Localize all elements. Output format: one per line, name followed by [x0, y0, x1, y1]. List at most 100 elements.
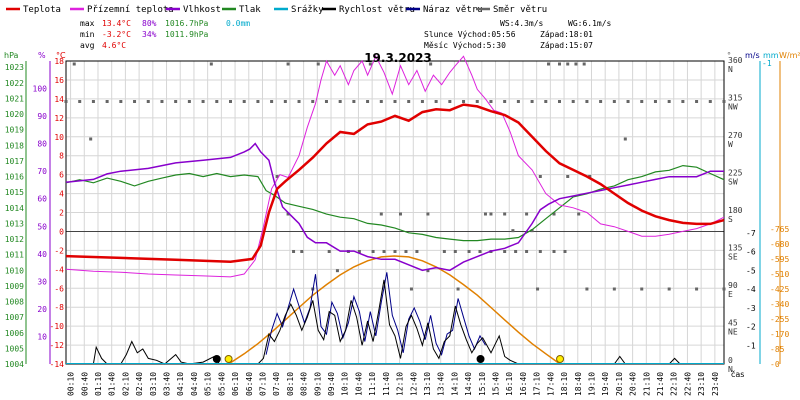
legend-label-prizemni_teplota: Přízemní teplota	[87, 5, 174, 15]
moon-marker	[212, 355, 221, 363]
direction-tick-label: N	[728, 365, 733, 374]
pressure-tick-label: 1013	[5, 219, 24, 228]
stats-block: max 13.4°C 80% 1016.7hPa 0.0mm min -3.2°…	[80, 19, 250, 50]
wind-speed-tick-label: -3	[746, 304, 756, 313]
time-tick-label: 01:40	[108, 372, 117, 396]
wind-direction-point	[415, 250, 419, 253]
time-tick-label: 08:40	[300, 372, 309, 396]
wind-direction-point	[72, 62, 76, 66]
axis-title-mm: mm	[763, 51, 779, 60]
wind-direction-point	[623, 137, 627, 141]
solar-tick-label: -255	[770, 315, 789, 324]
pressure-tick-label: 1022	[5, 79, 24, 88]
direction-tick-label: 0	[728, 356, 733, 365]
stat-max-temp: 13.4°C	[102, 19, 131, 28]
wind-direction-point	[201, 100, 205, 103]
temperature-tick-label: -12	[50, 341, 65, 350]
wind-direction-point	[382, 250, 386, 253]
sun-marker	[556, 355, 565, 363]
direction-tick-label: 180	[728, 206, 743, 215]
stat-min-hum: 34%	[142, 30, 157, 39]
direction-tick-label: SE	[728, 253, 738, 262]
pressure-tick-label: 1023	[5, 63, 24, 72]
time-tick-label: 10:40	[354, 372, 363, 396]
temperature-tick-label: 2	[59, 209, 64, 218]
time-tick-label: 19:10	[587, 372, 596, 396]
solar-tick-label: -170	[770, 330, 789, 339]
wind-direction-point	[371, 250, 375, 253]
wind-direction-point	[160, 100, 164, 103]
stat-avg-temp: 4.6°C	[102, 41, 126, 50]
humidity-tick-label: 10	[37, 332, 47, 341]
wind-direction-point	[105, 100, 109, 103]
solar-radiation-series	[228, 255, 561, 365]
wind-direction-point	[379, 100, 383, 103]
wind-direction-point	[275, 175, 279, 178]
time-tick-label: 01:10	[94, 372, 103, 396]
sun-moon-markers	[212, 355, 565, 363]
time-tick-label: 00:40	[80, 372, 89, 396]
time-tick-label: 06:40	[245, 372, 254, 396]
axis-title-ms: m/s	[745, 51, 760, 60]
wind-direction-point	[133, 100, 137, 103]
time-tick-label: 04:10	[176, 372, 185, 396]
wind-direction-point	[404, 250, 408, 253]
wind-direction-point	[514, 250, 518, 253]
stat-max-label: max	[80, 19, 95, 28]
time-tick-label: 06:10	[231, 372, 240, 396]
wind-direction-point	[538, 250, 542, 253]
wind-direction-point	[695, 100, 699, 103]
wind-direction-point	[352, 100, 356, 103]
direction-tick-label: 315	[728, 94, 743, 103]
wind-direction-point	[335, 269, 339, 273]
time-tick-label: 19:40	[601, 372, 610, 396]
pressure-tick-label: 1005	[5, 344, 24, 353]
wind-direction-point	[489, 212, 493, 216]
time-tick-label: 18:10	[560, 372, 569, 396]
axis-titles: hPa % °C ° m/s mm W/m² čas	[4, 51, 800, 379]
wind-direction-point	[558, 100, 561, 103]
wind-direction-point	[91, 100, 95, 103]
humidity-tick-label: 70	[37, 167, 47, 176]
pressure-tick-label: 1018	[5, 141, 24, 150]
wind-direction-point	[420, 100, 424, 103]
wind-direction-point	[442, 250, 446, 253]
wind-direction-point	[695, 287, 699, 291]
wind-direction-point	[407, 100, 411, 103]
direction-tick-label: E	[728, 290, 733, 299]
temperature-tick-label: -6	[54, 284, 64, 293]
wind-direction-point	[215, 100, 219, 103]
wind-direction-point	[311, 100, 315, 103]
sun-marker	[224, 355, 233, 363]
direction-tick-label: 270	[728, 131, 743, 140]
time-tick-label: 03:10	[149, 372, 158, 396]
wind-direction-point	[366, 100, 370, 103]
wind-speed-line	[66, 279, 724, 365]
temperature-tick-label: -14	[50, 360, 65, 369]
legend-label-vlhkost: Vlhkost	[183, 5, 221, 15]
wind-direction-point	[653, 100, 657, 103]
time-tick-label: 21:10	[642, 372, 651, 396]
wind-direction-point	[409, 287, 413, 291]
time-tick-label: 18:40	[574, 372, 583, 396]
wind-direction-point	[536, 287, 540, 291]
wind-direction-point	[89, 137, 93, 141]
time-tick-label: 11:40	[382, 372, 391, 396]
time-tick-label: 20:40	[629, 372, 638, 396]
direction-tick-label: 90	[728, 281, 738, 290]
direction-tick-label: S	[728, 215, 733, 224]
wind-direction-point	[393, 250, 397, 253]
direction-tick-label: NE	[728, 328, 738, 337]
time-tick-label: 15:40	[492, 372, 501, 396]
humidity-tick-label: 40	[37, 250, 47, 259]
wind-direction-point	[327, 250, 331, 253]
rain-tick-label: -1	[762, 59, 772, 68]
x-axis-title: čas	[731, 369, 744, 379]
wind-direction-point	[612, 287, 616, 291]
wind-direction-point	[577, 212, 581, 216]
wind-speed-tick-label: -2	[746, 323, 756, 332]
time-tick-label: 00:10	[67, 372, 76, 396]
chart-series	[64, 55, 726, 365]
pressure-tick-label: 1021	[5, 94, 24, 103]
solar-tick-label: -85	[770, 345, 785, 354]
